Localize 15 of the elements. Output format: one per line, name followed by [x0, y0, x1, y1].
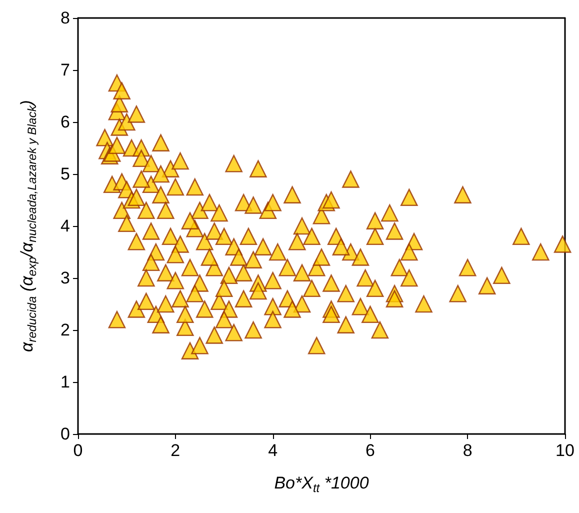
x-tick-label: 6: [365, 441, 375, 460]
y-tick-label: 2: [60, 320, 70, 340]
y-tick-label: 4: [60, 216, 70, 236]
y-tick-label: 7: [60, 60, 70, 80]
y-tick-label: 3: [60, 268, 70, 288]
y-tick-label: 5: [60, 164, 70, 184]
x-tick-label: 10: [556, 441, 574, 460]
y-tick-label: 1: [60, 372, 70, 392]
y-tick-label: 0: [60, 424, 70, 444]
x-tick-label: 4: [268, 441, 278, 460]
x-tick-label: 2: [170, 441, 180, 460]
y-tick-label: 6: [60, 112, 70, 132]
y-tick-label: 8: [60, 8, 70, 28]
x-tick-label: 8: [462, 441, 472, 460]
x-tick-label: 0: [73, 441, 83, 460]
